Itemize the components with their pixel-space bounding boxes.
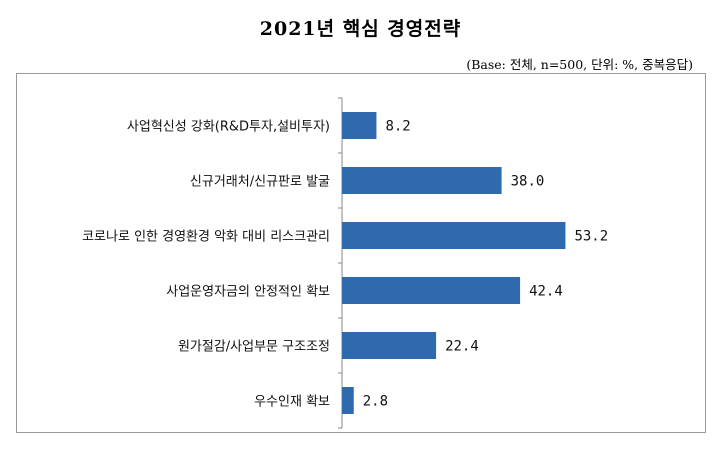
chart-subtitle: (Base: 전체, n=500, 단위: %, 중복응답)	[466, 57, 693, 72]
category-label-3: 코로나로 인한 경영환경 악화 대비 리스크관리	[82, 230, 330, 245]
value-label-2: 38.0	[511, 174, 545, 190]
chart-frame	[16, 73, 706, 433]
value-label-4: 42.4	[529, 284, 563, 300]
chart-title: 2021년 핵심 경영전략	[259, 18, 462, 40]
bar-4	[342, 277, 521, 304]
value-label-1: 8.2	[385, 119, 410, 135]
bar-6	[342, 387, 354, 414]
value-label-6: 2.8	[363, 394, 388, 410]
value-label-3: 53.2	[574, 229, 608, 245]
category-label-1: 사업혁신성 강화(R&D투자,설비투자)	[127, 120, 330, 135]
category-label-2: 신규거래처/신규판로 발굴	[190, 175, 330, 190]
value-label-5: 22.4	[445, 339, 479, 355]
bar-2	[342, 167, 502, 194]
category-label-4: 사업운영자금의 안정적인 확보	[166, 285, 330, 300]
category-label-5: 원가절감/사업부문 구조조정	[178, 340, 330, 355]
bar-1	[342, 112, 377, 139]
bar-3	[342, 222, 566, 249]
bar-5	[342, 332, 437, 359]
category-label-6: 우수인재 확보	[254, 395, 330, 410]
